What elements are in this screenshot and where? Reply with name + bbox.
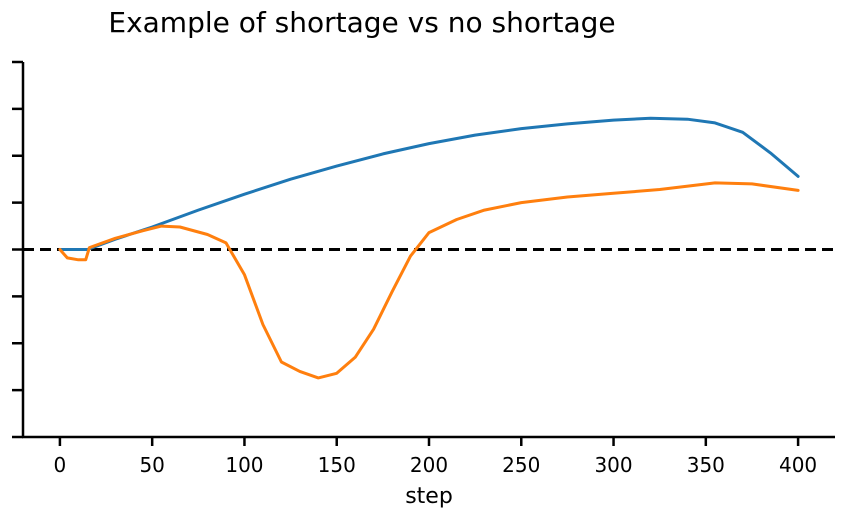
series-line-1 [58,116,800,251]
x-tick-label: 0 [54,453,67,477]
series-line-2 [58,181,800,380]
x-tick-label: 300 [594,453,632,477]
x-tick-label: 100 [225,453,263,477]
chart-title: Example of shortage vs no shortage [108,6,615,39]
x-tick-label: 350 [687,453,725,477]
x-tick-label: 250 [502,453,540,477]
x-tick-label: 200 [410,453,448,477]
x-tick-label: 50 [139,453,164,477]
x-axis-label: step [405,484,453,509]
x-tick-label: 150 [318,453,356,477]
x-tick-label: 400 [779,453,817,477]
